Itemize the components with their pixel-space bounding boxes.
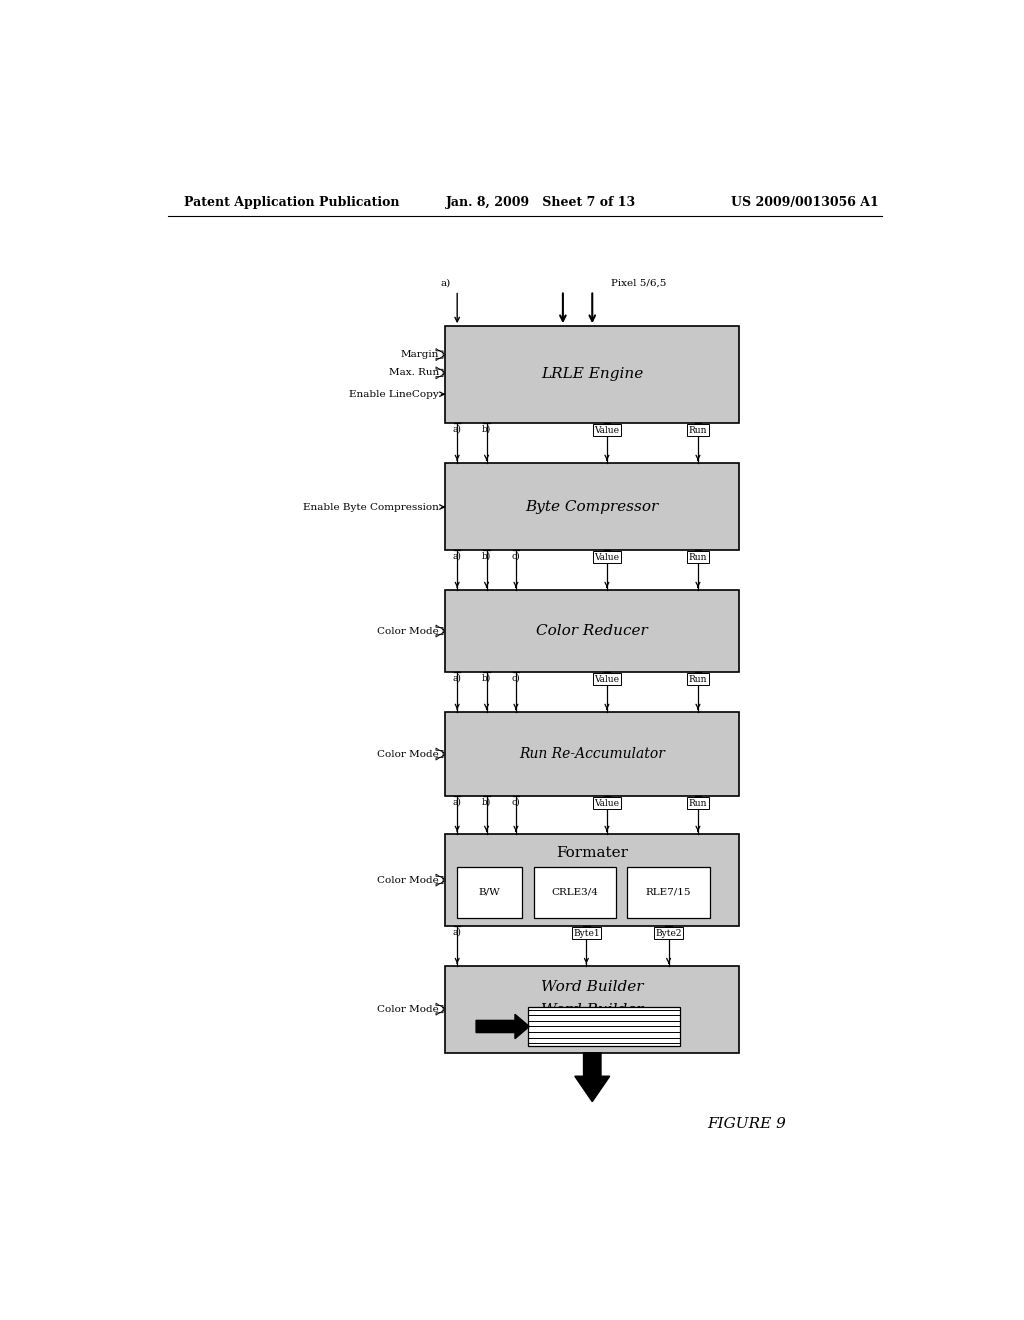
Bar bbox=[445, 713, 739, 796]
Bar bbox=[445, 463, 739, 549]
Text: Run: Run bbox=[689, 426, 708, 434]
Polygon shape bbox=[436, 748, 445, 760]
Text: Value: Value bbox=[595, 553, 620, 562]
Text: Run: Run bbox=[689, 799, 708, 808]
Text: Color Mode: Color Mode bbox=[377, 750, 439, 759]
Text: Pixel 5/6,5: Pixel 5/6,5 bbox=[611, 279, 667, 288]
Text: b): b) bbox=[482, 797, 492, 807]
Bar bbox=[445, 590, 739, 672]
Text: c): c) bbox=[512, 552, 520, 561]
Text: b): b) bbox=[482, 552, 492, 561]
Text: Byte Compressor: Byte Compressor bbox=[525, 499, 658, 513]
Bar bbox=[628, 867, 710, 917]
Text: c): c) bbox=[512, 673, 520, 682]
Text: FIGURE 9: FIGURE 9 bbox=[708, 1117, 786, 1131]
Text: Run Re-Accumulator: Run Re-Accumulator bbox=[519, 747, 666, 762]
Text: Formater: Formater bbox=[556, 846, 629, 859]
Polygon shape bbox=[436, 348, 445, 360]
Text: Run: Run bbox=[689, 675, 708, 684]
Text: b): b) bbox=[482, 673, 492, 682]
Polygon shape bbox=[436, 1003, 445, 1015]
Text: US 2009/0013056 A1: US 2009/0013056 A1 bbox=[731, 195, 879, 209]
Text: Value: Value bbox=[595, 799, 620, 808]
Bar bbox=[527, 1007, 680, 1045]
Bar bbox=[445, 966, 739, 1053]
Text: a): a) bbox=[440, 279, 451, 288]
Text: Enable Byte Compression: Enable Byte Compression bbox=[303, 503, 439, 512]
Bar bbox=[457, 867, 522, 917]
Text: a): a) bbox=[453, 552, 462, 561]
Text: CRLE3/4: CRLE3/4 bbox=[551, 888, 598, 898]
Text: Value: Value bbox=[595, 426, 620, 434]
Text: Enable LineCopy: Enable LineCopy bbox=[349, 389, 439, 399]
Text: a): a) bbox=[453, 425, 462, 434]
Polygon shape bbox=[436, 624, 445, 638]
Text: Color Mode: Color Mode bbox=[377, 627, 439, 635]
Polygon shape bbox=[476, 1014, 529, 1039]
Bar bbox=[445, 834, 739, 925]
Text: Word Builder: Word Builder bbox=[541, 1003, 643, 1016]
Bar bbox=[445, 326, 739, 422]
Text: a): a) bbox=[453, 797, 462, 807]
Text: RLE7/15: RLE7/15 bbox=[646, 888, 691, 898]
Bar bbox=[534, 867, 615, 917]
Text: Margin: Margin bbox=[400, 350, 439, 359]
Text: Color Mode: Color Mode bbox=[377, 1005, 439, 1014]
Text: Run: Run bbox=[689, 553, 708, 562]
Text: Max. Run: Max. Run bbox=[389, 368, 439, 378]
Text: b): b) bbox=[482, 425, 492, 434]
Polygon shape bbox=[436, 367, 445, 379]
Polygon shape bbox=[574, 1053, 609, 1102]
Text: Byte1: Byte1 bbox=[573, 929, 600, 937]
Text: a): a) bbox=[453, 928, 462, 937]
Text: Patent Application Publication: Patent Application Publication bbox=[183, 195, 399, 209]
Text: a): a) bbox=[453, 673, 462, 682]
Polygon shape bbox=[436, 874, 445, 886]
Text: Byte2: Byte2 bbox=[655, 929, 682, 937]
Text: c): c) bbox=[512, 797, 520, 807]
Text: LRLE Engine: LRLE Engine bbox=[541, 367, 643, 381]
Text: B/W: B/W bbox=[478, 888, 501, 898]
Text: Color Mode: Color Mode bbox=[377, 875, 439, 884]
Text: Word Builder: Word Builder bbox=[541, 979, 643, 994]
Text: Value: Value bbox=[595, 675, 620, 684]
Text: Color Reducer: Color Reducer bbox=[537, 624, 648, 638]
Text: Jan. 8, 2009   Sheet 7 of 13: Jan. 8, 2009 Sheet 7 of 13 bbox=[445, 195, 636, 209]
